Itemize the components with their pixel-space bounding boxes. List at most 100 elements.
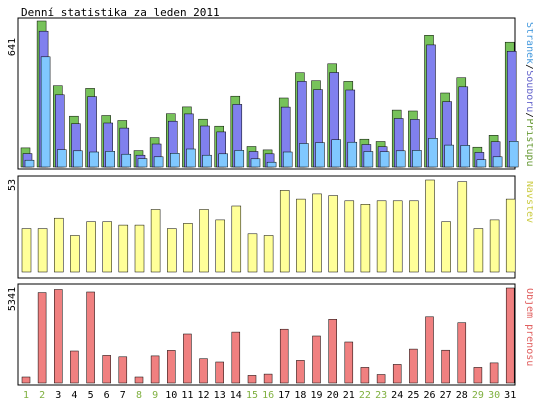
stranek-bar — [137, 158, 148, 168]
day-label: 1 — [23, 390, 29, 401]
day-label: 19 — [310, 390, 322, 401]
stranek-bar — [331, 139, 341, 168]
objem-bar — [489, 362, 499, 384]
stranek-bar — [444, 144, 454, 168]
stranek-bar — [315, 142, 325, 168]
day-label: 18 — [294, 390, 306, 401]
navstev-bar — [54, 217, 64, 273]
objem-bar — [21, 376, 31, 384]
day-label: 12 — [197, 390, 209, 401]
stranek-bar — [379, 151, 390, 168]
day-label: 27 — [440, 390, 452, 401]
navstev-bar — [279, 190, 290, 273]
day-label: 5 — [88, 390, 94, 401]
objem-bar — [473, 367, 483, 384]
top-legend-item: Souborů — [524, 70, 533, 112]
top-panel-max-label: 641 — [7, 38, 18, 56]
stranek-bar — [395, 150, 406, 168]
stranek-bar — [186, 148, 196, 168]
day-label: 20 — [327, 390, 339, 401]
stranek-bar — [24, 159, 35, 168]
day-label: 23 — [375, 390, 387, 401]
day-label: 16 — [262, 390, 274, 401]
objem-bar — [263, 373, 273, 384]
stranek-bar — [508, 141, 519, 168]
navstev-bar — [263, 235, 274, 273]
day-label: 8 — [136, 390, 142, 401]
day-label: 10 — [165, 390, 177, 401]
top-panel-legend: Stránek/Souborů/Přístupů — [524, 22, 533, 167]
objem-bar — [505, 287, 515, 384]
objem-bar — [86, 291, 95, 384]
objem-bar — [360, 367, 370, 384]
top-legend-item: / — [524, 112, 533, 118]
day-label: 25 — [407, 390, 419, 401]
stranek-bar — [299, 143, 309, 168]
bottom-panel-bars — [21, 287, 515, 384]
stranek-bar — [266, 161, 277, 168]
day-label: 3 — [55, 390, 61, 401]
stranek-bar — [347, 141, 358, 168]
day-label: 31 — [504, 390, 516, 401]
stranek-bar — [105, 151, 115, 168]
navstev-bar — [86, 221, 96, 273]
day-label: 21 — [343, 390, 355, 401]
navstev-bar — [457, 181, 468, 273]
top-panel: 641 Stránek/Souborů/Přístupů — [7, 17, 533, 170]
bottom-panel-max-label: 5341 — [7, 287, 18, 311]
stranek-bar — [412, 150, 422, 168]
objem-bar — [167, 350, 176, 384]
top-legend-item: / — [524, 64, 533, 70]
stranek-bar — [202, 154, 212, 168]
navstev-bar — [360, 204, 371, 273]
day-label: 13 — [214, 390, 226, 401]
objem-bar — [328, 319, 337, 384]
day-label: 17 — [278, 390, 290, 401]
stranek-bar — [363, 151, 374, 168]
objem-bar — [134, 376, 144, 384]
navstev-bar — [118, 224, 129, 273]
middle-legend-item: Návštěv — [524, 181, 533, 223]
day-label: 22 — [359, 390, 371, 401]
objem-bar — [231, 331, 241, 384]
day-label: 6 — [104, 390, 110, 401]
chart-title: Denní statistika za leden 2011 — [21, 6, 220, 19]
top-panel-bars — [20, 20, 519, 168]
day-axis-labels: 1 2 3 4 5 6 7 8 9 10 11 12 13 14 15 16 17 18 19 20 21 22 23 24 2… — [23, 390, 516, 401]
day-label: 28 — [456, 390, 468, 401]
navstev-bar — [425, 179, 435, 273]
navstev-bar — [150, 209, 161, 273]
day-label: 4 — [71, 390, 77, 401]
objem-bar — [54, 289, 63, 384]
navstev-bar — [167, 228, 177, 273]
objem-bar — [70, 350, 79, 384]
navstev-bar — [199, 209, 209, 273]
navstev-bar — [409, 200, 419, 273]
navstev-bar — [231, 205, 242, 273]
navstev-bar — [21, 228, 32, 273]
stranek-bar — [460, 145, 471, 168]
stranek-bar — [170, 153, 180, 168]
objem-bar — [183, 333, 192, 384]
bottom-panel-legend: Objem přenosu — [524, 288, 533, 366]
stranek-bar — [73, 150, 83, 168]
objem-bar — [150, 355, 160, 384]
day-label: 2 — [39, 390, 45, 401]
navstev-bar — [441, 221, 451, 273]
stranek-bar — [40, 56, 51, 168]
objem-bar — [344, 341, 354, 384]
navstev-bar — [134, 224, 145, 273]
navstev-bar — [247, 233, 258, 273]
day-label: 11 — [181, 390, 193, 401]
middle-panel: 53 Návštěv — [7, 175, 533, 279]
stranek-bar — [476, 159, 487, 168]
navstev-bar — [102, 221, 112, 273]
navstev-bar — [376, 200, 387, 273]
stranek-bar — [153, 156, 164, 168]
objem-bar — [392, 364, 402, 384]
stranek-bar — [282, 151, 293, 168]
objem-bar — [199, 358, 208, 384]
objem-bar — [102, 355, 111, 384]
navstev-bar — [296, 198, 306, 273]
